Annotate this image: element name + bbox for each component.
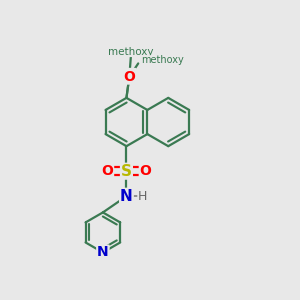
Text: methoxy: methoxy [108, 47, 154, 57]
Text: S: S [121, 164, 132, 179]
Text: N: N [120, 189, 133, 204]
Text: O: O [140, 164, 152, 178]
Text: methoxy: methoxy [141, 56, 184, 65]
Text: H: H [138, 190, 147, 203]
Text: O: O [124, 70, 135, 84]
Text: N: N [97, 245, 109, 260]
Text: O: O [124, 69, 135, 83]
Text: O: O [101, 164, 113, 178]
